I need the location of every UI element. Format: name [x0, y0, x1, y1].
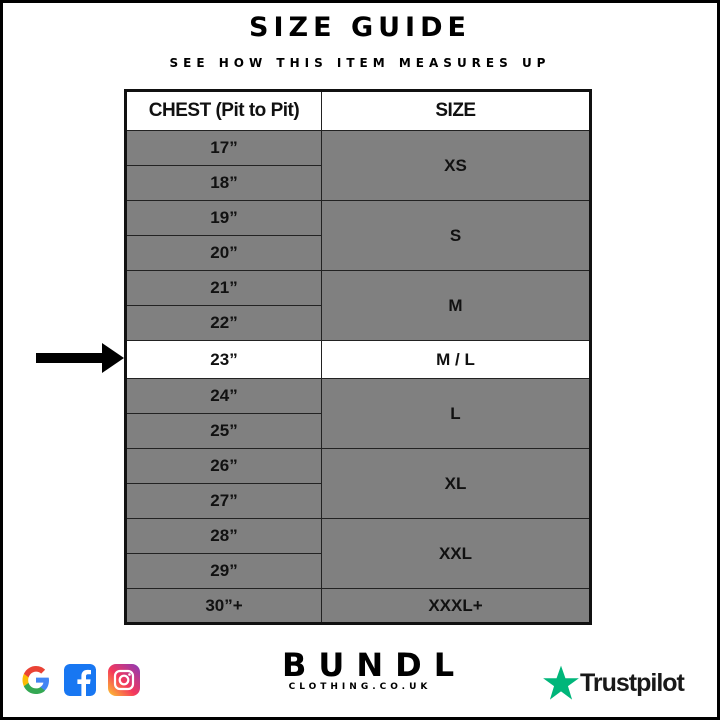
instagram-icon[interactable] [108, 664, 140, 696]
size-cell: XL [321, 448, 591, 519]
table-row: 17” XS [125, 130, 591, 201]
size-cell: L [321, 378, 591, 449]
table-row: 20” [125, 235, 591, 271]
brand-logo: BUNDL CLOTHING.CO.UK [270, 646, 467, 692]
trustpilot-text: Trustpilot [580, 668, 685, 697]
page-subtitle: SEE HOW THIS ITEM MEASURES UP [169, 56, 551, 70]
table-row: 30”+ XXXL+ [125, 588, 591, 624]
table-row: 22” [125, 305, 591, 341]
table-row: 29” [125, 553, 591, 589]
chest-cell: 27” [125, 483, 322, 519]
chest-cell: 25” [125, 413, 322, 449]
table-row: 24” L [125, 378, 591, 449]
table-row: 28” XXL [125, 518, 591, 589]
trustpilot-logo[interactable]: Trustpilot [542, 664, 685, 702]
google-icon[interactable] [20, 664, 52, 696]
size-cell: XXXL+ [321, 588, 591, 624]
chest-cell: 23” [125, 340, 322, 379]
facebook-icon[interactable] [64, 664, 96, 696]
size-cell: M / L [321, 340, 591, 379]
size-table: CHEST (Pit to Pit) SIZE 17” XS 18” 19” S 20” 2… [124, 89, 592, 625]
table-row: 27” [125, 483, 591, 519]
table-row: 19” S [125, 200, 591, 271]
brand-url: CLOTHING.CO.UK [288, 682, 432, 692]
social-icons [20, 664, 140, 696]
header-size: SIZE [321, 90, 591, 131]
chest-cell: 28” [125, 518, 322, 554]
chest-cell: 24” [125, 378, 322, 414]
table-row: 21” M [125, 270, 591, 341]
table-row: 26” XL [125, 448, 591, 519]
size-cell: S [321, 200, 591, 271]
chest-cell: 17” [125, 130, 322, 166]
chest-cell: 26” [125, 448, 322, 484]
chest-cell: 19” [125, 200, 322, 236]
page-title: SIZE GUIDE [249, 12, 471, 43]
size-cell: XXL [321, 518, 591, 589]
header-chest: CHEST (Pit to Pit) [125, 90, 322, 131]
table-row: 23” M / L [125, 340, 591, 379]
size-cell: M [321, 270, 591, 341]
brand-name: BUNDL [282, 646, 467, 684]
size-cell: XS [321, 130, 591, 201]
chest-cell: 21” [125, 270, 322, 306]
arrow-right-icon [36, 343, 124, 373]
star-icon [543, 665, 579, 700]
chest-cell: 18” [125, 165, 322, 201]
table-row: 25” [125, 413, 591, 449]
chest-cell: 20” [125, 235, 322, 271]
chest-cell: 30”+ [125, 588, 322, 624]
chest-cell: 22” [125, 305, 322, 341]
chest-cell: 29” [125, 553, 322, 589]
